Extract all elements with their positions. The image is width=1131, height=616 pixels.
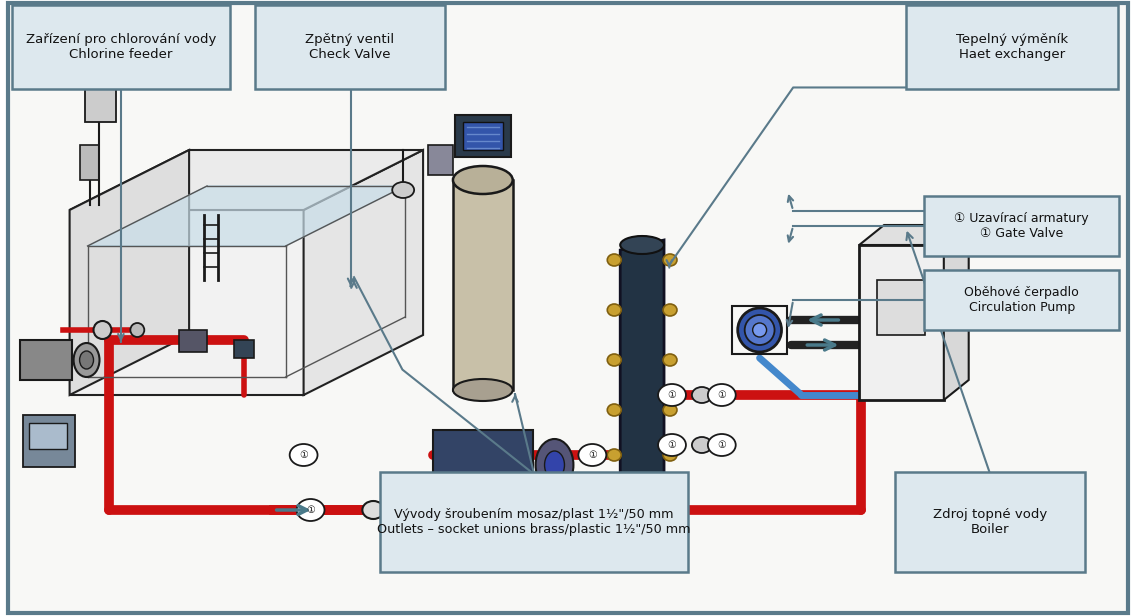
Polygon shape (303, 150, 423, 395)
Ellipse shape (399, 505, 415, 523)
Bar (20, 340, 71, 380)
Ellipse shape (663, 354, 677, 366)
FancyBboxPatch shape (380, 472, 688, 572)
FancyBboxPatch shape (895, 472, 1085, 572)
Text: Zdroj topné vody
Boiler: Zdroj topné vody Boiler (933, 508, 1047, 536)
Text: ①: ① (717, 390, 726, 400)
Ellipse shape (663, 449, 677, 461)
Ellipse shape (79, 351, 94, 369)
Bar (455, 115, 511, 157)
Ellipse shape (708, 384, 736, 406)
Bar (179, 330, 207, 352)
Ellipse shape (74, 343, 100, 377)
Ellipse shape (607, 254, 621, 266)
Bar (433, 430, 533, 500)
Ellipse shape (692, 437, 711, 453)
Text: ①: ① (300, 450, 308, 460)
Text: ①: ① (307, 505, 314, 515)
Bar (234, 340, 253, 358)
Ellipse shape (94, 321, 112, 339)
FancyBboxPatch shape (924, 197, 1120, 256)
Ellipse shape (392, 182, 414, 198)
Ellipse shape (362, 501, 385, 519)
Ellipse shape (663, 304, 677, 316)
Bar (878, 280, 925, 335)
Text: Vývody šroubením mosaz/plast 1½"/50 mm
Outlets – socket unions brass/plastic 1½": Vývody šroubením mosaz/plast 1½"/50 mm O… (378, 508, 691, 536)
Bar (23, 415, 75, 467)
Polygon shape (943, 225, 969, 400)
Ellipse shape (708, 434, 736, 456)
Ellipse shape (452, 379, 512, 401)
Bar (28, 423, 67, 449)
Text: ①: ① (717, 440, 726, 450)
Polygon shape (860, 225, 969, 245)
Bar (452, 180, 512, 390)
Ellipse shape (737, 308, 782, 352)
Bar (463, 122, 503, 150)
FancyBboxPatch shape (256, 6, 444, 89)
Polygon shape (87, 186, 405, 246)
Ellipse shape (296, 499, 325, 521)
Text: ① Uzavírací armatury
① Gate Valve: ① Uzavírací armatury ① Gate Valve (955, 212, 1089, 240)
Text: Zpětný ventil
Check Valve: Zpětný ventil Check Valve (305, 33, 395, 62)
FancyBboxPatch shape (924, 270, 1120, 330)
Ellipse shape (663, 404, 677, 416)
Ellipse shape (607, 304, 621, 316)
Ellipse shape (663, 254, 677, 266)
Ellipse shape (507, 505, 523, 523)
Text: ①: ① (588, 450, 597, 460)
Polygon shape (70, 150, 423, 210)
Text: ①: ① (667, 390, 676, 400)
Ellipse shape (658, 434, 685, 456)
Ellipse shape (658, 384, 685, 406)
Text: Tepelný výměník
Haet exchanger: Tepelný výměník Haet exchanger (956, 33, 1069, 62)
Ellipse shape (692, 387, 711, 403)
Ellipse shape (544, 451, 564, 479)
Polygon shape (620, 240, 664, 490)
Text: Zařízení pro chlorování vody
Chlorine feeder: Zařízení pro chlorování vody Chlorine fe… (26, 33, 216, 62)
Ellipse shape (620, 476, 664, 494)
Bar (79, 55, 120, 83)
Ellipse shape (470, 505, 486, 523)
FancyBboxPatch shape (906, 6, 1119, 89)
Ellipse shape (578, 444, 606, 466)
Polygon shape (70, 210, 303, 395)
Ellipse shape (752, 323, 767, 337)
Ellipse shape (607, 354, 621, 366)
Ellipse shape (543, 505, 559, 523)
Ellipse shape (290, 444, 318, 466)
FancyBboxPatch shape (12, 6, 230, 89)
Bar (732, 306, 787, 354)
Ellipse shape (130, 323, 145, 337)
Polygon shape (70, 150, 189, 395)
Bar (428, 145, 452, 175)
Bar (85, 80, 116, 122)
Text: Oběhové čerpadlo
Circulation Pump: Oběhové čerpadlo Circulation Pump (965, 286, 1079, 314)
Ellipse shape (607, 404, 621, 416)
Ellipse shape (452, 166, 512, 194)
Ellipse shape (607, 449, 621, 461)
Ellipse shape (744, 315, 775, 345)
Bar (79, 145, 100, 180)
Text: ①: ① (667, 440, 676, 450)
Ellipse shape (620, 236, 664, 254)
Polygon shape (860, 245, 943, 400)
Ellipse shape (435, 505, 451, 523)
Ellipse shape (536, 439, 573, 491)
